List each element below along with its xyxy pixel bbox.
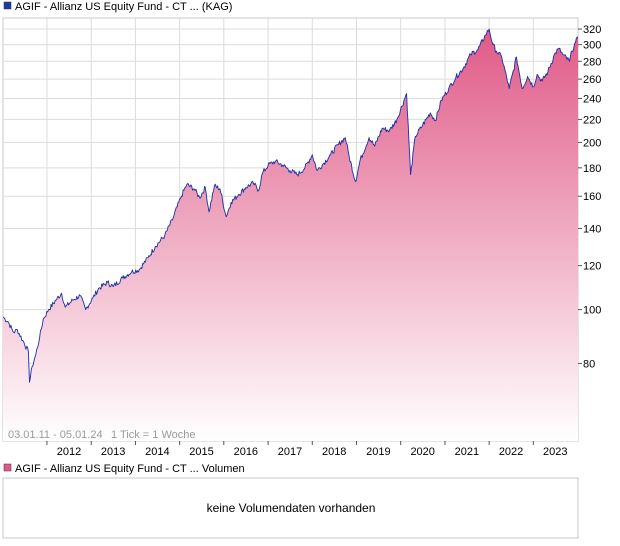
y-tick-label: 260 xyxy=(583,74,601,86)
price-legend-swatch xyxy=(3,1,12,10)
y-tick-label: 140 xyxy=(583,223,601,235)
price-line xyxy=(3,28,578,383)
x-tick-label: 2023 xyxy=(543,446,567,458)
y-tick-label: 220 xyxy=(583,114,601,126)
x-tick-label: 2016 xyxy=(234,446,258,458)
x-tick-label: 2018 xyxy=(322,446,346,458)
x-tick-label: 2022 xyxy=(499,446,523,458)
no-volume-message: keine Volumendaten vorhanden xyxy=(207,501,376,515)
y-tick-label: 100 xyxy=(583,305,601,317)
y-tick-label: 320 xyxy=(583,24,601,36)
x-tick-label: 2015 xyxy=(189,446,213,458)
x-axis: 2012 2013 2014 2015 2016 2017 2018 2019 2020 2021… xyxy=(46,441,567,458)
volume-plot-area xyxy=(2,477,579,539)
volume-legend-label: AGIF - Allianz US Equity Fund - CT ... V… xyxy=(15,463,245,475)
x-tick-label: 2014 xyxy=(145,446,169,458)
y-tick-label: 80 xyxy=(583,358,595,370)
y-tick-label: 200 xyxy=(583,137,601,149)
y-tick-label: 300 xyxy=(583,40,601,52)
price-area-fill xyxy=(3,29,578,441)
x-tick-label: 2017 xyxy=(278,446,302,458)
volume-legend-swatch xyxy=(3,463,12,472)
y-axis: 80 100 120 140 160 180 200 220 240 260 280 300 320 xyxy=(578,24,601,370)
x-tick-label: 2019 xyxy=(366,446,390,458)
date-range-label: 03.01.11 - 05.01.24 xyxy=(8,429,103,441)
price-series xyxy=(3,28,578,441)
y-tick-label: 180 xyxy=(583,163,601,175)
y-tick-label: 280 xyxy=(583,56,601,68)
x-tick-label: 2020 xyxy=(410,446,434,458)
y-tick-label: 120 xyxy=(583,261,601,273)
x-tick-label: 2013 xyxy=(101,446,125,458)
x-tick-label: 2012 xyxy=(57,446,81,458)
x-tick-label: 2021 xyxy=(455,446,479,458)
tick-interval-label: 1 Tick = 1 Woche xyxy=(111,429,195,441)
price-legend-label: AGIF - Allianz US Equity Fund - CT ... (… xyxy=(15,1,232,13)
y-tick-label: 240 xyxy=(583,93,601,105)
y-tick-label: 160 xyxy=(583,191,601,203)
